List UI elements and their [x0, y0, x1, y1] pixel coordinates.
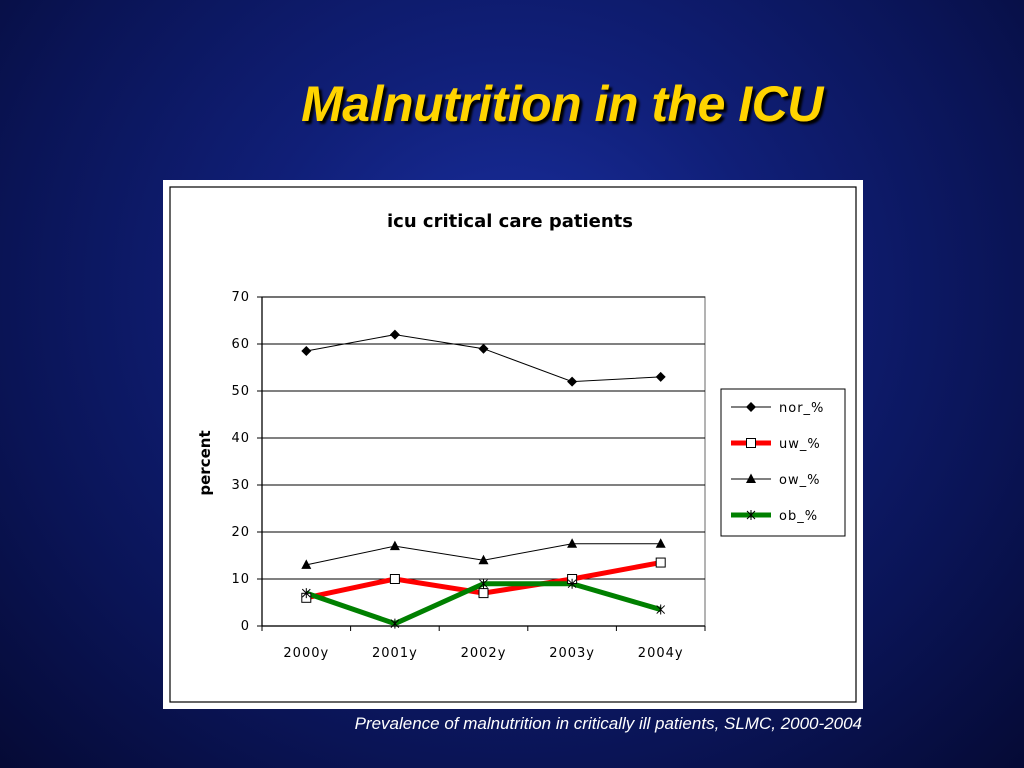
square-marker [478, 588, 489, 599]
star-marker [656, 604, 666, 615]
x-tick-label: 2002y [461, 646, 507, 661]
triangle-marker [301, 559, 312, 569]
x-tick-label: 2004y [638, 646, 684, 661]
square-marker [746, 438, 756, 448]
y-tick-label: 20 [231, 525, 250, 540]
diamond-marker [389, 329, 400, 340]
x-tick-label: 2000y [283, 646, 329, 661]
slide-title: Malnutrition in the ICU [301, 76, 823, 132]
y-tick-label: 0 [241, 619, 250, 634]
legend-label: nor_% [779, 401, 824, 416]
square-marker [655, 557, 666, 568]
diamond-marker [746, 402, 756, 412]
triangle-marker [746, 473, 756, 483]
y-tick-label: 40 [231, 431, 250, 446]
y-tick-label: 30 [231, 478, 250, 493]
x-tick-label: 2003y [549, 646, 595, 661]
square-marker [389, 574, 400, 584]
chart-panel: icu critical care patients percent 0 10 20… [163, 180, 863, 709]
y-tick-label: 10 [231, 572, 250, 587]
triangle-marker [478, 554, 489, 565]
y-axis-label: percent [196, 430, 214, 495]
triangle-marker [567, 538, 578, 548]
diamond-marker [655, 371, 666, 382]
diamond-marker [567, 376, 578, 387]
x-tick-label: 2001y [372, 646, 418, 661]
star-marker [301, 588, 311, 599]
line-chart: icu critical care patients percent 0 10 20… [169, 186, 857, 703]
y-tick-label: 70 [231, 290, 250, 305]
triangle-marker [389, 540, 400, 551]
star-marker [567, 578, 577, 589]
legend-box [720, 388, 846, 537]
triangle-marker [655, 538, 666, 548]
legend-label: ob_% [779, 509, 818, 524]
star-marker [479, 578, 488, 589]
legend-label: ow_% [779, 473, 820, 488]
y-tick-label: 60 [231, 337, 250, 352]
diamond-marker [301, 346, 312, 357]
diamond-marker [478, 343, 489, 354]
chart-title: icu critical care patients [387, 211, 633, 232]
star-marker [746, 510, 756, 520]
legend-label: uw_% [779, 437, 821, 452]
figure-caption: Prevalence of malnutrition in critically… [354, 714, 862, 733]
star-marker [390, 618, 400, 629]
y-tick-label: 50 [231, 384, 250, 399]
